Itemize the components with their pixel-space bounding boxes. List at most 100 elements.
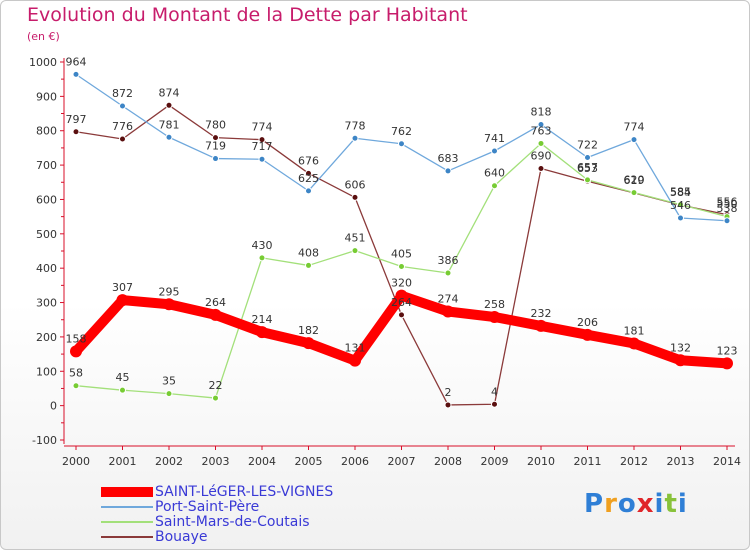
logo-letter: i: [654, 489, 665, 519]
data-point: [677, 214, 684, 222]
x-tick-label: 2014: [713, 455, 741, 468]
legend-swatch: [101, 485, 153, 499]
data-label: 214: [252, 313, 273, 326]
x-tick-label: 2003: [202, 455, 230, 468]
series-group: [70, 289, 733, 370]
data-label: 690: [531, 150, 552, 163]
data-label: 307: [112, 281, 133, 294]
legend-label: SAINT-LéGER-LES-VIGNES: [155, 484, 334, 500]
data-label: 719: [205, 140, 226, 153]
y-tick-label: 800: [36, 125, 57, 138]
data-label: 676: [298, 154, 319, 167]
data-label: 741: [484, 132, 505, 145]
chart-unit-label: (en €): [27, 30, 60, 43]
data-label: 181: [624, 324, 645, 337]
legend-swatch: [101, 530, 153, 544]
x-tick-label: 2011: [574, 455, 602, 468]
data-point: [398, 311, 405, 319]
data-point: [444, 401, 452, 409]
data-point: [258, 155, 266, 163]
data-label: 538: [717, 202, 738, 215]
data-label: 778: [345, 119, 366, 132]
data-label: 123: [717, 344, 738, 357]
data-point: [395, 289, 408, 302]
y-tick-label: 400: [36, 262, 57, 275]
x-tick-label: 2001: [109, 455, 137, 468]
data-label: 874: [159, 86, 180, 99]
data-label: 408: [298, 246, 319, 259]
data-label: 683: [438, 152, 459, 165]
data-label: 2: [445, 386, 452, 399]
data-label: 872: [112, 87, 133, 100]
data-point: [209, 308, 222, 321]
data-point: [398, 262, 405, 270]
data-point: [212, 134, 219, 142]
data-label: 182: [298, 324, 319, 337]
logo-letter: t: [664, 489, 678, 519]
data-point: [351, 193, 359, 201]
data-point: [628, 337, 640, 350]
data-label: 797: [66, 113, 87, 126]
data-label: 762: [391, 125, 412, 138]
data-label: 780: [205, 119, 226, 132]
data-point: [630, 136, 638, 144]
data-point: [305, 261, 312, 269]
y-tick-label: 200: [36, 331, 57, 344]
x-tick-label: 2009: [481, 455, 509, 468]
y-tick-label: 1000: [29, 56, 57, 69]
data-label: 295: [159, 285, 180, 298]
chart-title: Evolution du Montant de la Dette par Hab…: [27, 4, 468, 26]
data-point: [349, 354, 361, 367]
data-label: 556: [717, 196, 738, 209]
data-point: [258, 136, 266, 144]
data-point: [258, 254, 266, 262]
data-point: [212, 155, 219, 163]
data-point: [119, 386, 126, 394]
data-point: [581, 328, 594, 341]
x-tick-label: 2008: [434, 455, 462, 468]
logo-letter: o: [617, 489, 637, 519]
legend-label: Bouaye: [155, 529, 208, 545]
y-tick-label: 900: [36, 90, 57, 103]
data-point: [444, 269, 452, 277]
data-point: [491, 400, 498, 408]
data-point: [351, 134, 359, 142]
series-group: [72, 70, 731, 225]
data-point: [351, 247, 359, 255]
data-label: 274: [438, 292, 459, 305]
data-point: [256, 326, 268, 339]
data-label: 585: [670, 186, 691, 199]
data-label: 619: [624, 174, 645, 187]
y-tick-label: -100: [32, 434, 57, 447]
data-label: 264: [391, 296, 412, 309]
x-tick-label: 2012: [620, 455, 648, 468]
data-point: [165, 133, 173, 141]
x-tick-label: 2004: [248, 455, 276, 468]
y-tick-label: 300: [36, 297, 57, 310]
data-point: [537, 139, 545, 147]
data-label: 22: [209, 379, 223, 392]
data-point: [630, 189, 638, 197]
data-point: [723, 217, 731, 225]
data-point: [119, 135, 126, 143]
data-label: 320: [391, 277, 412, 290]
data-point: [212, 394, 219, 402]
data-point: [677, 201, 684, 209]
data-label: 405: [391, 247, 412, 260]
data-point: [444, 167, 452, 175]
data-label: 776: [112, 120, 133, 133]
data-label: 132: [670, 341, 691, 354]
y-tick-label: 0: [50, 400, 57, 413]
data-label: 781: [159, 118, 180, 131]
x-tick-label: 2000: [62, 455, 90, 468]
data-label: 964: [66, 55, 87, 68]
data-point: [305, 169, 312, 177]
x-tick-label: 2006: [341, 455, 369, 468]
data-point: [72, 382, 80, 390]
x-tick-label: 2013: [667, 455, 695, 468]
legend-swatch: [101, 500, 153, 514]
data-label: 620: [624, 174, 645, 187]
y-tick-label: 700: [36, 159, 57, 172]
